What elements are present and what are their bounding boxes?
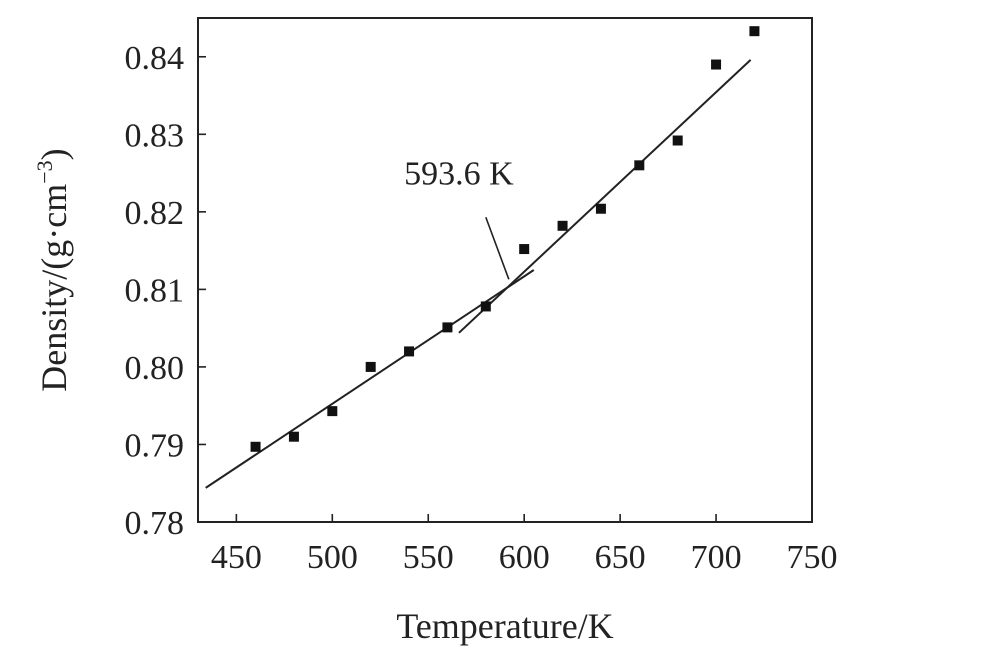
breakpoint-annotation: 593.6 K (404, 156, 514, 280)
data-point (595, 203, 606, 214)
y-axis-title: Density/(g·cm−3) (32, 148, 74, 391)
y-tick-label: 0.81 (125, 272, 185, 309)
data-point (365, 361, 376, 372)
y-tick-label: 0.78 (125, 505, 185, 542)
data-point (250, 441, 261, 452)
axis-ticks: 450 500 550 600 650 700 750 0.78 0.79 0.80 0.81 0.8… (125, 40, 838, 576)
x-tick-label: 450 (211, 539, 262, 576)
data-point (557, 220, 568, 231)
data-point (749, 26, 760, 37)
y-tick-label: 0.82 (125, 195, 185, 232)
y-tick-label: 0.80 (125, 350, 185, 387)
x-tick-label: 650 (595, 539, 646, 576)
data-point (519, 244, 530, 255)
x-axis-title: Temperature/K (396, 606, 613, 646)
annotation-pointer-line (485, 216, 510, 280)
data-point (288, 431, 299, 442)
y-axis-title-close: ) (34, 148, 74, 160)
fit-line (458, 59, 752, 334)
data-point (327, 406, 338, 417)
annotation-label: 593.6 K (404, 156, 514, 193)
data-point (634, 160, 645, 171)
y-tick-label: 0.83 (125, 117, 185, 154)
y-axis-title-superscript: −3 (32, 160, 57, 183)
data-point (480, 301, 491, 312)
x-tick-label: 500 (307, 539, 358, 576)
data-points (250, 26, 760, 452)
data-point (672, 135, 683, 146)
plot-frame (197, 17, 813, 523)
data-point (404, 346, 415, 357)
x-tick-label: 600 (499, 539, 550, 576)
data-point (442, 322, 453, 333)
x-tick-label: 750 (787, 539, 838, 576)
fit-lines (205, 59, 752, 489)
y-axis-title-main: Density/(g·cm (34, 184, 74, 392)
x-tick-label: 700 (691, 539, 742, 576)
y-tick-label: 0.79 (125, 427, 185, 464)
data-point (711, 59, 722, 70)
y-tick-label: 0.84 (125, 40, 185, 77)
x-tick-label: 550 (403, 539, 454, 576)
